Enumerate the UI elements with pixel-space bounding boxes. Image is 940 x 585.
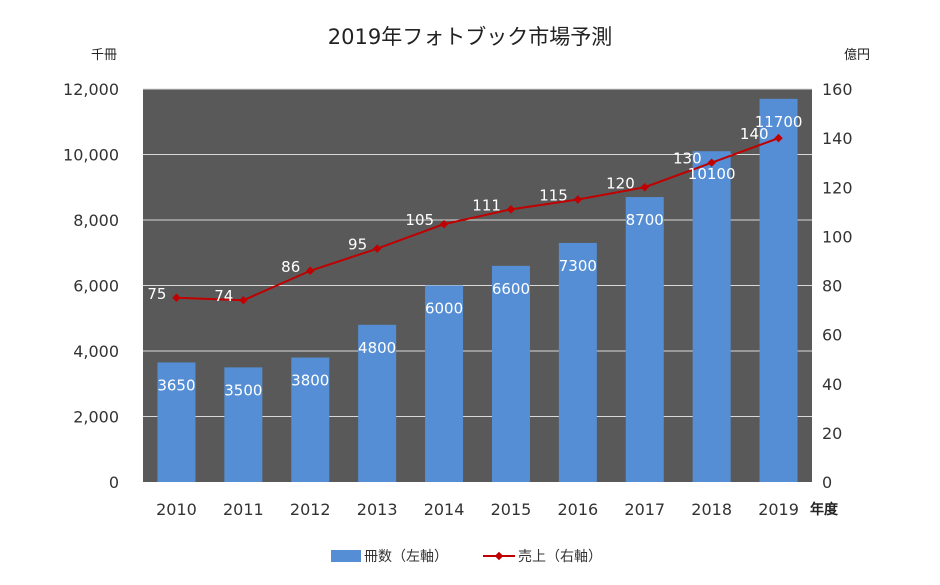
line-data-label: 95: [348, 236, 367, 254]
bar: [491, 265, 530, 482]
bar: [291, 357, 330, 482]
legend-bar-label: 冊数（左軸）: [364, 549, 448, 565]
bar-data-label: 7300: [559, 257, 597, 275]
left-tick-label: 2,000: [73, 408, 119, 427]
left-tick-label: 4,000: [73, 342, 119, 361]
right-tick-label: 60: [822, 326, 842, 345]
line-data-label: 111: [472, 196, 501, 214]
x-tick-label: 2016: [557, 500, 598, 519]
chart-title: 2019年フォトブック市場予測: [328, 25, 612, 49]
line-marker: [172, 293, 181, 303]
bar: [224, 367, 263, 482]
bar: [692, 151, 731, 482]
bar-data-label: 8700: [626, 211, 664, 229]
bar-data-label: 3650: [157, 376, 195, 394]
bar-data-label: 3800: [291, 372, 329, 390]
line-data-label: 74: [214, 287, 233, 305]
left-tick-label: 10,000: [63, 146, 119, 165]
legend-bar-swatch: [331, 550, 361, 562]
right-tick-label: 120: [822, 178, 853, 197]
bar-data-label: 6000: [425, 300, 463, 318]
bar: [759, 98, 798, 482]
left-tick-label: 6,000: [73, 277, 119, 296]
line-marker: [372, 244, 382, 253]
x-tick-label: 2011: [223, 500, 264, 519]
right-tick-label: 100: [822, 227, 853, 246]
left-axis-unit: 千冊: [91, 48, 117, 63]
left-tick-label: 0: [109, 473, 119, 492]
right-tick-label: 20: [822, 424, 842, 443]
right-tick-label: 80: [822, 277, 842, 296]
sales-line: [176, 137, 779, 302]
line-data-label: 75: [147, 285, 166, 303]
line-data-label: 130: [673, 150, 702, 168]
bar-data-label: 10100: [688, 165, 736, 183]
bar-data-label: 3500: [224, 381, 262, 399]
bar: [558, 242, 597, 482]
x-tick-label: 2013: [357, 500, 398, 519]
x-tick-label: 2015: [491, 500, 532, 519]
x-tick-label: 2017: [624, 500, 665, 519]
bar-data-label: 11700: [755, 113, 803, 131]
bar: [425, 285, 464, 482]
right-tick-label: 160: [822, 80, 853, 99]
right-axis-unit: 億円: [844, 47, 870, 63]
right-tick-label: 0: [822, 473, 832, 492]
x-axis-label: 年度: [810, 501, 839, 518]
left-tick-label: 12,000: [63, 80, 119, 99]
line-data-label: 86: [281, 258, 300, 276]
legend: 冊数（左軸） 売上（右軸）: [331, 549, 602, 565]
bar: [625, 197, 664, 482]
legend-line-label: 売上（右軸）: [518, 549, 602, 565]
line-data-label: 115: [539, 187, 568, 205]
line-marker: [239, 295, 248, 305]
x-tick-label: 2014: [424, 500, 465, 519]
bar: [157, 362, 196, 482]
line-marker: [306, 266, 315, 276]
x-tick-label: 2018: [691, 500, 732, 519]
right-tick-label: 40: [822, 375, 842, 394]
left-tick-label: 8,000: [73, 211, 119, 230]
x-tick-label: 2012: [290, 500, 331, 519]
line-marker: [439, 219, 449, 229]
bar: [358, 324, 397, 482]
line-data-label: 120: [606, 174, 635, 192]
legend-line-marker: [494, 551, 504, 561]
line-data-label: 105: [405, 211, 434, 229]
right-tick-label: 140: [822, 129, 853, 148]
bar-data-label: 4800: [358, 339, 396, 357]
x-tick-label: 2010: [156, 500, 197, 519]
bar-data-label: 6600: [492, 280, 530, 298]
x-tick-label: 2019: [758, 500, 799, 519]
line-data-label: 140: [740, 125, 769, 143]
